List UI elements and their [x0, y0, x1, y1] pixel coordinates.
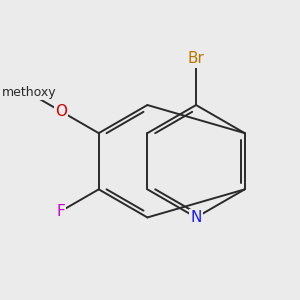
Text: N: N	[190, 210, 202, 225]
Text: Br: Br	[188, 52, 205, 67]
Text: F: F	[56, 204, 65, 219]
Text: O: O	[55, 104, 67, 119]
Text: methoxy: methoxy	[2, 86, 56, 100]
